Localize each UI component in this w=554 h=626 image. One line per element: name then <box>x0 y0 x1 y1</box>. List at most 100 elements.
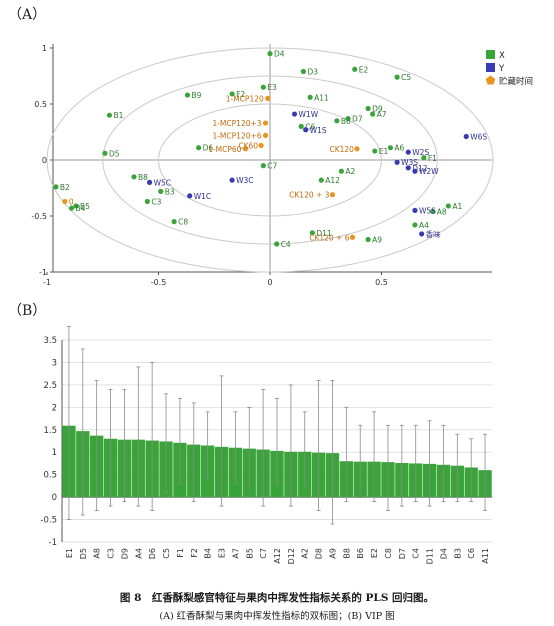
x-tick-label: A7 <box>231 548 240 559</box>
data-point <box>405 149 411 155</box>
point-label: W5S <box>419 206 436 215</box>
point-label: W1S <box>310 126 327 135</box>
data-point <box>291 111 298 117</box>
x-tick-label: C6 <box>467 548 476 559</box>
point-label: A7 <box>377 110 387 119</box>
x-tick-label: D11 <box>426 548 435 564</box>
x-tick-label: D6 <box>148 548 157 559</box>
data-point <box>303 127 309 133</box>
point-label: W1W <box>299 110 319 119</box>
data-point <box>412 207 418 213</box>
point-label: D11 <box>316 229 332 238</box>
y-tick-label: 3.5 <box>43 336 57 346</box>
data-point <box>62 198 68 205</box>
data-point <box>309 230 315 236</box>
x-tick-label: -0.5 <box>151 278 167 287</box>
y-tick-label: 0.5 <box>34 100 47 109</box>
data-point <box>262 120 269 126</box>
x-tick-label: A9 <box>328 548 337 559</box>
data-point <box>365 236 371 243</box>
data-point <box>131 174 137 180</box>
data-point <box>106 112 113 118</box>
point-label: D4 <box>274 50 285 59</box>
data-point <box>354 146 360 152</box>
legend-swatch <box>486 50 495 59</box>
point-label: C5 <box>401 73 411 82</box>
data-point <box>298 123 304 129</box>
biplot-panel: 1 0.5 0 -0.5 -1-1 -0.5 0 0.5 D4 E2 D3 C5 F2 E3 B9 A11 B1… <box>31 44 533 287</box>
data-point <box>144 198 150 205</box>
data-point <box>412 168 418 174</box>
point-label: A6 <box>394 144 404 153</box>
data-point <box>394 159 400 165</box>
data-point <box>307 94 313 100</box>
point-label: CK60 <box>238 141 258 150</box>
y-tick-label: -1 <box>39 268 47 277</box>
correlation-ellipse-3 <box>158 103 382 217</box>
point-label: W2S <box>412 148 429 157</box>
y-tick-label: 0 <box>52 493 57 503</box>
data-point <box>68 205 75 211</box>
panel-label-b: （B） <box>8 303 47 319</box>
x-tick-label: 0.5 <box>375 278 388 287</box>
data-point <box>184 92 191 98</box>
x-tick-label: E3 <box>218 548 227 558</box>
point-label: 1-MCP120+6 <box>212 131 261 140</box>
y-tick-label: -0.5 <box>31 212 47 221</box>
point-label: D3 <box>307 68 318 77</box>
x-tick-label: B8 <box>342 548 351 559</box>
data-point <box>394 74 400 80</box>
point-label: C8 <box>178 218 188 227</box>
point-label: D5 <box>109 149 120 158</box>
data-point <box>430 208 436 215</box>
x-tick-label: B5 <box>245 548 254 559</box>
data-point <box>445 203 451 209</box>
x-tick-label: B4 <box>204 548 213 559</box>
panel-label-a: （A） <box>8 7 47 23</box>
x-tick-label: A12 <box>273 548 282 564</box>
data-point <box>419 231 425 237</box>
data-point <box>260 163 266 169</box>
point-label: B5 <box>80 202 90 211</box>
x-tick-label: A8 <box>93 548 102 559</box>
legend-label: X <box>499 51 505 61</box>
x-tick-label: E2 <box>370 548 379 558</box>
point-label: C7 <box>267 162 277 171</box>
point-label: B2 <box>60 183 70 192</box>
data-point <box>349 234 356 240</box>
point-label: W1C <box>194 192 211 201</box>
data-point <box>265 95 271 101</box>
point-label: E3 <box>267 83 277 92</box>
data-point <box>158 188 164 194</box>
point-label: B8 <box>138 173 148 182</box>
y-tick-label: -0.5 <box>40 516 57 526</box>
point-label: A4 <box>419 221 429 230</box>
point-label: C3 <box>151 197 161 206</box>
x-tick-label: F2 <box>190 548 199 558</box>
data-point <box>300 68 307 75</box>
x-tick-label: B6 <box>356 548 365 559</box>
point-label: A1 <box>452 202 462 211</box>
legend-swatch <box>486 63 495 72</box>
figure-caption-line-1: 图 8 红香酥梨感官特征与果肉中挥发性指标关系的 PLS 回归图。 <box>119 592 435 604</box>
point-label: C4 <box>281 240 291 249</box>
point-label: B4 <box>76 204 86 213</box>
point-label: 1-MCP60 <box>208 145 241 154</box>
x-tick-label: D5 <box>79 548 88 559</box>
legend-label: Y <box>498 64 505 74</box>
point-label: E1 <box>379 147 389 156</box>
x-tick-label: D12 <box>287 548 296 564</box>
correlation-ellipse-2 <box>102 75 438 245</box>
data-point <box>345 115 351 122</box>
point-label: D12 <box>412 164 428 173</box>
x-tick-label: D8 <box>315 548 324 559</box>
x-tick-label: C7 <box>259 548 268 559</box>
x-tick-label: C3 <box>107 548 116 559</box>
y-tick-label: 0.5 <box>43 471 57 481</box>
x-tick-label: D9 <box>120 548 129 559</box>
data-point <box>329 192 336 198</box>
x-tick-label: D4 <box>439 548 448 559</box>
x-tick-label: A11 <box>481 548 490 564</box>
y-tick-label: 2.5 <box>43 381 57 391</box>
